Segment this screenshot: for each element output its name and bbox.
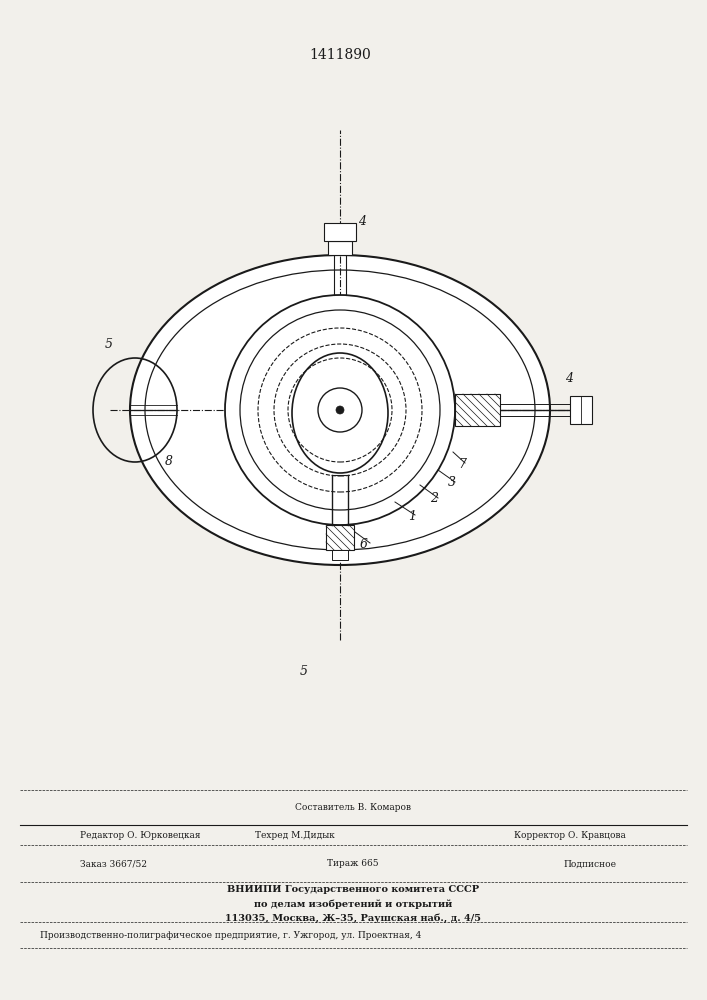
Text: ВНИИПИ Государственного комитета СССР: ВНИИПИ Государственного комитета СССР (227, 886, 479, 894)
Bar (328, 241, 352, 255)
Text: Тираж 665: Тираж 665 (327, 859, 379, 868)
Text: 4: 4 (358, 215, 366, 228)
Circle shape (336, 406, 344, 414)
Text: 113035, Москва, Ж–35, Раушская наб., д. 4/5: 113035, Москва, Ж–35, Раушская наб., д. … (225, 913, 481, 923)
Bar (570, 396, 592, 424)
Text: 5: 5 (105, 338, 113, 351)
Text: 8: 8 (165, 455, 173, 468)
Bar (326, 525, 354, 550)
Text: 7: 7 (458, 458, 466, 471)
Text: по делам изобретений и открытий: по делам изобретений и открытий (254, 899, 452, 909)
Text: Корректор О. Кравцова: Корректор О. Кравцова (514, 830, 626, 840)
Text: 1411890: 1411890 (309, 48, 371, 62)
Bar (455, 394, 500, 426)
Text: 5: 5 (300, 665, 308, 678)
Text: Техред М.Дидык: Техред М.Дидык (255, 830, 335, 840)
Text: 3: 3 (448, 476, 456, 489)
Text: 1: 1 (408, 510, 416, 523)
Bar (332, 550, 348, 560)
Bar (324, 223, 356, 241)
Text: Производственно-полиграфическое предприятие, г. Ужгород, ул. Проектная, 4: Производственно-полиграфическое предприя… (40, 932, 421, 940)
Circle shape (318, 388, 362, 432)
Text: Подписное: Подписное (563, 859, 617, 868)
Text: 4: 4 (565, 372, 573, 385)
Text: Заказ 3667/52: Заказ 3667/52 (80, 859, 147, 868)
Circle shape (225, 295, 455, 525)
Bar (0, 785, 707, 1000)
Text: Составитель В. Комаров: Составитель В. Комаров (295, 802, 411, 812)
Text: 6: 6 (360, 538, 368, 551)
Ellipse shape (130, 255, 550, 565)
Text: 2: 2 (430, 492, 438, 505)
Text: Редактор О. Юрковецкая: Редактор О. Юрковецкая (80, 830, 201, 840)
